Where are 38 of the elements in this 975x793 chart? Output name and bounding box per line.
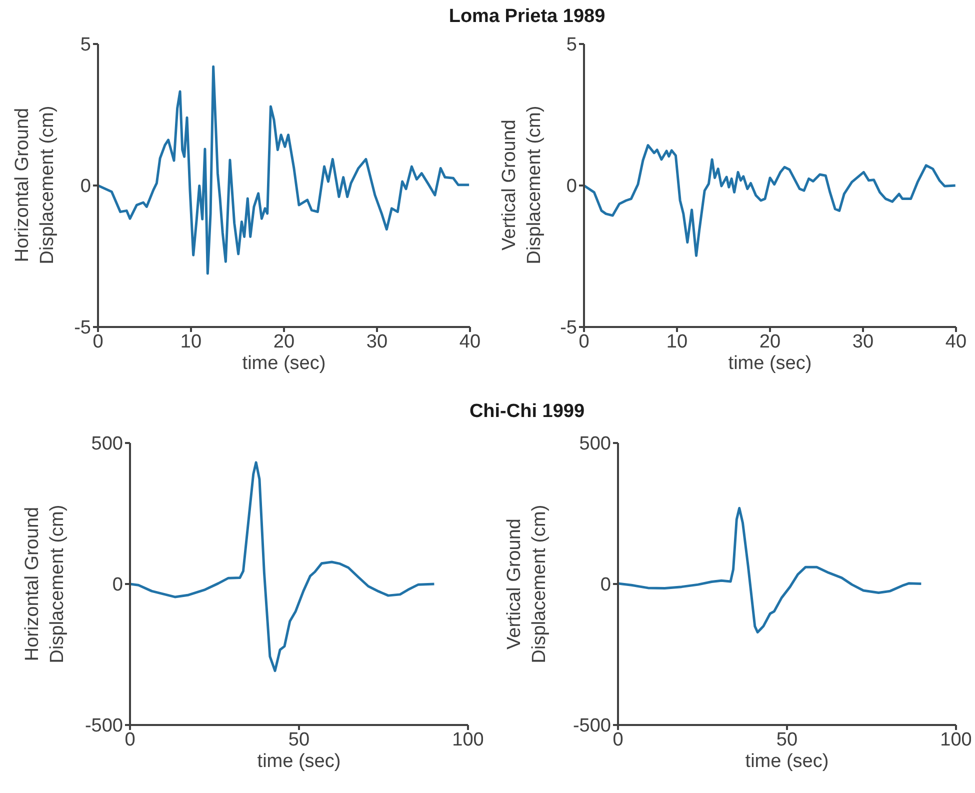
x-axis-title: time (sec)	[257, 751, 341, 772]
x-tick-label: 10	[666, 331, 688, 352]
y-tick-label: 0	[600, 574, 611, 596]
y-axis-title: Horizontal Ground Displacement (cm)	[11, 104, 59, 266]
x-axis-title: time (sec)	[745, 751, 829, 772]
x-tick-label: 100	[452, 729, 484, 750]
x-tick-label: 20	[759, 331, 781, 352]
y-tick-label: -5	[74, 318, 91, 339]
y-tick-label: 0	[112, 574, 123, 596]
x-tick-label: 50	[776, 729, 798, 750]
line-series	[584, 144, 956, 257]
x-tick-label: 10	[180, 331, 202, 352]
y-axis-title: Vertical Ground Displacement (cm)	[498, 104, 546, 266]
y-tick-label: 0	[80, 176, 91, 198]
x-axis-title: time (sec)	[242, 353, 326, 374]
y-tick-label: 5	[80, 34, 91, 56]
y-tick-label: -500	[84, 716, 123, 737]
y-tick-label: 5	[566, 34, 577, 56]
y-tick-label: 500	[91, 434, 123, 455]
y-tick-label: 0	[566, 176, 577, 198]
line-series	[618, 506, 922, 634]
x-tick-label: 30	[366, 331, 388, 352]
y-axis-title: Vertical Ground Displacement (cm)	[503, 504, 551, 666]
line-series	[98, 65, 470, 275]
y-tick-label: -5	[560, 318, 577, 339]
x-tick-label: 50	[288, 729, 310, 750]
y-axis-title: Horizontal Ground Displacement (cm)	[21, 504, 69, 666]
text: Chi-Chi 1999	[468, 401, 586, 423]
line-series	[130, 461, 436, 672]
x-tick-label: 40	[945, 331, 967, 352]
y-tick-label: 500	[579, 434, 611, 455]
x-tick-label: 100	[940, 729, 972, 750]
x-tick-label: 40	[459, 331, 481, 352]
x-tick-label: 30	[852, 331, 874, 352]
x-axis-title: time (sec)	[728, 353, 812, 374]
x-tick-label: 20	[273, 331, 295, 352]
text: Loma Prieta 1989	[448, 6, 606, 28]
y-tick-label: -500	[572, 716, 611, 737]
